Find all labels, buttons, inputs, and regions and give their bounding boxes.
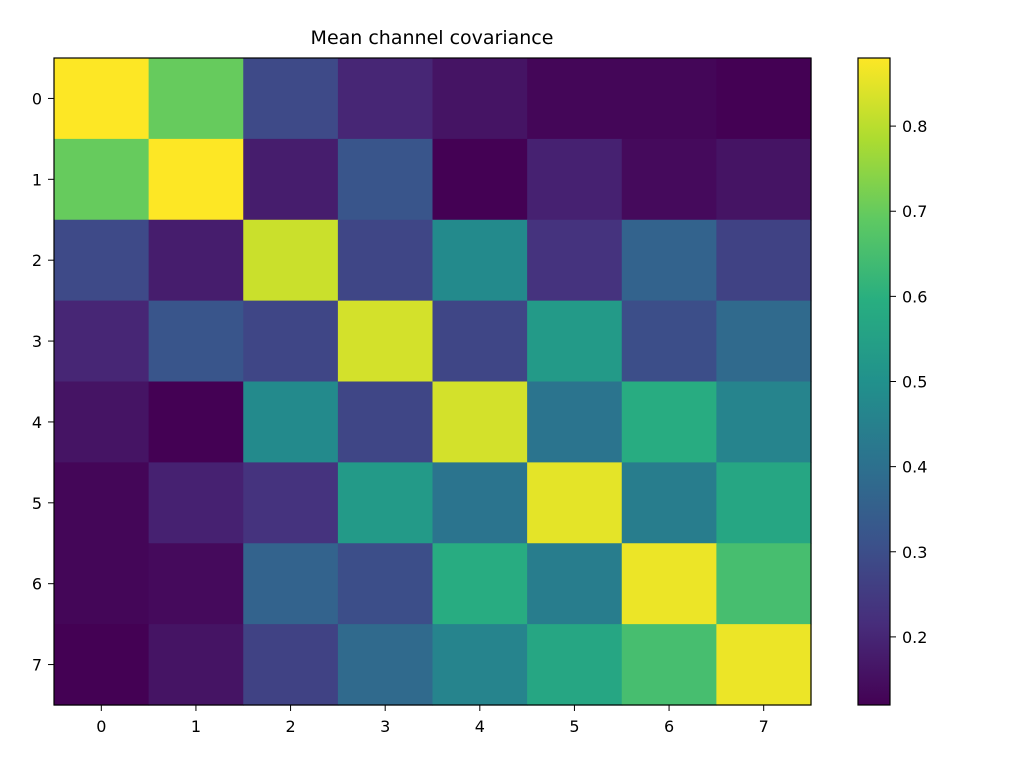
colorbar-tick-label: 0.3 — [902, 543, 927, 562]
heatmap-cell-r3-c2 — [243, 300, 339, 383]
heatmap-cell-r5-c4 — [432, 462, 528, 544]
heatmap-cell-r3-c3 — [337, 300, 434, 383]
y-axis: 0 1 2 3 4 5 6 7 — [32, 89, 54, 675]
heatmap-cell-r2-c2 — [243, 219, 339, 302]
heatmap-frame — [53, 57, 812, 706]
y-tick-label: 6 — [32, 575, 42, 594]
colorbar-ticks: 0.2 0.3 0.4 0.5 0.6 0.7 0.8 — [890, 117, 927, 647]
heatmap-cell-r6-c2 — [243, 543, 339, 625]
heatmap-cell-r6-c7 — [716, 543, 812, 625]
x-tick-label: 3 — [380, 717, 390, 736]
heatmap-cell-r2-c4 — [432, 219, 528, 302]
heatmap-cell-r5-c5 — [527, 462, 623, 544]
y-tick-label: 5 — [32, 494, 42, 513]
heatmap-cell-r7-c6 — [621, 624, 717, 706]
x-tick-label: 2 — [285, 717, 295, 736]
heatmap-cell-r0-c1 — [148, 58, 244, 140]
heatmap-cell-r2-c7 — [716, 219, 812, 302]
heatmap-cell-r4-c0 — [54, 381, 150, 463]
heatmap-cell-r4-c7 — [716, 381, 812, 463]
heatmap-cell-r7-c1 — [148, 624, 244, 706]
heatmap-cell-r5-c0 — [54, 462, 150, 544]
x-tick-label: 5 — [569, 717, 579, 736]
y-tick-label: 3 — [32, 332, 42, 351]
heatmap-cell-r5-c2 — [243, 462, 339, 544]
x-tick-label: 4 — [475, 717, 485, 736]
heatmap-cell-r0-c7 — [716, 58, 812, 140]
heatmap-cell-r5-c3 — [337, 462, 434, 544]
colorbar-tick-label: 0.7 — [902, 202, 927, 221]
colorbar-tick-label: 0.8 — [902, 117, 927, 136]
heatmap-cell-r2-c6 — [621, 219, 717, 302]
heatmap-cell-r4-c4 — [432, 381, 528, 463]
colorbar-tick-label: 0.6 — [902, 287, 927, 306]
heatmap-cell-r3-c4 — [432, 300, 528, 383]
y-tick-label: 1 — [32, 170, 42, 189]
heatmap-cell-r5-c6 — [621, 462, 717, 544]
heatmap-cell-r1-c6 — [621, 138, 717, 221]
heatmap-cell-r3-c7 — [716, 300, 812, 383]
heatmap-cell-r1-c7 — [716, 138, 812, 221]
heatmap-cell-r7-c3 — [337, 624, 434, 706]
heatmap-cell-r4-c1 — [148, 381, 244, 463]
heatmap-cell-r7-c4 — [432, 624, 528, 706]
heatmap-cell-r4-c3 — [337, 381, 434, 463]
heatmap-cell-r7-c0 — [54, 624, 150, 706]
y-tick-label: 2 — [32, 251, 42, 270]
heatmap-cell-r7-c7 — [716, 624, 812, 706]
heatmap-cell-r2-c0 — [54, 219, 150, 302]
heatmap-cell-r7-c5 — [527, 624, 623, 706]
chart-title: Mean channel covariance — [311, 27, 554, 49]
heatmap-cell-r1-c5 — [527, 138, 623, 221]
heatmap-cell-r3-c5 — [527, 300, 623, 383]
colorbar: 0.2 0.3 0.4 0.5 0.6 0.7 0.8 — [857, 57, 927, 706]
heatmap-cell-r0-c3 — [337, 58, 434, 140]
heatmap-cell-r0-c6 — [621, 58, 717, 140]
colorbar-gradient — [858, 58, 890, 705]
heatmap-cell-r1-c2 — [243, 138, 339, 221]
x-tick-label: 0 — [96, 717, 106, 736]
heatmap-cells — [54, 58, 812, 706]
y-tick-label: 7 — [32, 656, 42, 675]
x-tick-label: 7 — [759, 717, 769, 736]
heatmap-cell-r7-c2 — [243, 624, 339, 706]
heatmap-cell-r4-c5 — [527, 381, 623, 463]
colorbar-tick-label: 0.5 — [902, 373, 927, 392]
heatmap-cell-r6-c6 — [621, 543, 717, 625]
x-axis: 0 1 2 3 4 5 6 7 — [96, 705, 769, 736]
colorbar-tick-label: 0.2 — [902, 628, 927, 647]
heatmap-cell-r4-c2 — [243, 381, 339, 463]
x-tick-label: 1 — [191, 717, 201, 736]
heatmap-cell-r6-c3 — [337, 543, 434, 625]
heatmap-cell-r4-c6 — [621, 381, 717, 463]
heatmap-cell-r3-c0 — [54, 300, 150, 383]
heatmap-cell-r6-c5 — [527, 543, 623, 625]
heatmap-cell-r0-c4 — [432, 58, 528, 140]
heatmap-cell-r3-c1 — [148, 300, 244, 383]
heatmap-cell-r1-c4 — [432, 138, 528, 221]
heatmap-cell-r2-c3 — [337, 219, 434, 302]
y-tick-label: 0 — [32, 89, 42, 108]
heatmap-cell-r5-c1 — [148, 462, 244, 544]
heatmap-cell-r3-c6 — [621, 300, 717, 383]
heatmap-cell-r2-c1 — [148, 219, 244, 302]
heatmap-cell-r0-c2 — [243, 58, 339, 140]
heatmap-cell-r1-c3 — [337, 138, 434, 221]
heatmap-cell-r6-c4 — [432, 543, 528, 625]
heatmap-cell-r0-c0 — [54, 58, 150, 140]
heatmap-cell-r1-c0 — [54, 138, 150, 221]
heatmap-cell-r6-c0 — [54, 543, 150, 625]
heatmap-cell-r1-c1 — [148, 138, 244, 221]
colorbar-tick-label: 0.4 — [902, 458, 927, 477]
x-tick-label: 6 — [664, 717, 674, 736]
heatmap-cell-r2-c5 — [527, 219, 623, 302]
heatmap-cell-r6-c1 — [148, 543, 244, 625]
y-tick-label: 4 — [32, 413, 42, 432]
heatmap-cell-r0-c5 — [527, 58, 623, 140]
heatmap-cell-r5-c7 — [716, 462, 812, 544]
